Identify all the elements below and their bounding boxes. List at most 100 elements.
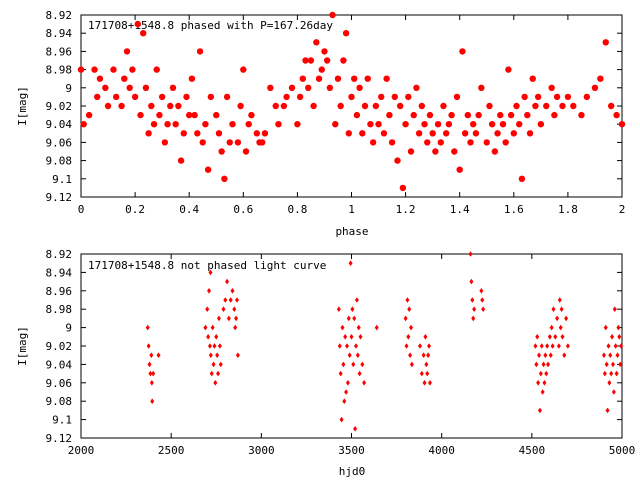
phased-data-point — [521, 93, 528, 101]
unphased-data-point — [355, 352, 360, 358]
phased-data-point — [283, 93, 290, 101]
unphased-y-tick-label: 8.94 — [46, 266, 73, 279]
phased-data-point — [548, 84, 555, 92]
phased-data-point — [375, 121, 382, 128]
phased-data-point — [158, 93, 166, 101]
unphased-data-point — [409, 324, 414, 331]
phased-data-point — [486, 102, 493, 110]
unphased-data-point — [549, 324, 554, 331]
phased-data-point — [148, 102, 155, 110]
unphased-data-point — [610, 361, 615, 368]
unphased-data-point — [221, 306, 226, 312]
phased-data-point — [361, 102, 369, 110]
phased-data-point — [207, 93, 215, 101]
unphased-y-axis-label: I[mag] — [16, 326, 29, 366]
phased-data-point — [380, 130, 388, 137]
phased-data-point — [410, 111, 417, 119]
phased-data-point — [334, 75, 342, 82]
phased-data-point — [478, 84, 485, 92]
phased-y-tick-label: 9.04 — [46, 118, 73, 131]
unphased-data-point — [617, 334, 622, 340]
unphased-data-point — [550, 343, 555, 349]
phased-data-point — [461, 130, 469, 137]
phased-data-point — [426, 111, 434, 119]
unphased-y-tick-label: 8.96 — [46, 285, 73, 298]
phased-data-point — [437, 139, 444, 146]
phased-data-point — [134, 20, 142, 28]
unphased-y-tick-label: 8.92 — [46, 248, 73, 261]
phased-data-point — [618, 121, 626, 128]
phased-data-point — [578, 111, 585, 119]
unphased-y-tick-label: 9.06 — [46, 377, 73, 390]
unphased-data-point — [337, 343, 342, 349]
phased-data-point — [186, 111, 193, 119]
unphased-data-point — [405, 297, 410, 303]
phased-data-point — [196, 48, 204, 55]
unphased-data-point — [547, 334, 552, 340]
phased-data-point — [415, 130, 423, 137]
unphased-data-point — [357, 370, 362, 377]
phased-data-point — [356, 84, 363, 92]
unphased-x-tick-label: 3000 — [248, 444, 275, 457]
phased-data-point — [164, 121, 171, 128]
unphased-data-point — [232, 306, 237, 312]
phased-data-point — [464, 111, 472, 119]
unphased-data-point — [145, 324, 150, 331]
unphased-data-point — [565, 343, 570, 349]
unphased-data-point — [205, 306, 210, 312]
phased-data-point — [559, 102, 566, 110]
unphased-data-point — [341, 361, 346, 368]
phased-data-point — [177, 157, 185, 164]
phased-data-point — [391, 93, 398, 101]
phased-data-point — [191, 111, 198, 119]
phased-data-point — [153, 66, 160, 73]
unphased-data-point — [207, 343, 212, 349]
unphased-data-point — [213, 380, 218, 386]
phased-data-point — [348, 93, 355, 101]
phased-data-point — [407, 148, 415, 155]
unphased-data-point — [539, 343, 544, 349]
phased-data-point — [551, 111, 558, 119]
unphased-data-point — [613, 343, 618, 349]
phased-data-point — [413, 84, 420, 92]
unphased-data-point — [424, 361, 429, 368]
phased-data-point — [510, 130, 517, 137]
phased-data-point — [488, 121, 496, 128]
phased-data-point — [570, 102, 577, 110]
unphased-data-point — [534, 361, 539, 368]
unphased-data-point — [208, 352, 213, 358]
unphased-data-point — [408, 352, 413, 358]
phased-data-point — [459, 48, 466, 55]
unphased-data-point — [556, 343, 561, 349]
phased-data-point — [396, 102, 404, 110]
unphased-data-point — [403, 315, 408, 322]
phased-data-point — [218, 148, 225, 155]
unphased-data-point — [215, 352, 220, 358]
unphased-data-point — [469, 278, 474, 285]
unphased-data-point — [356, 324, 361, 331]
unphased-data-point — [606, 343, 611, 349]
phased-x-tick-label: 2 — [619, 203, 626, 216]
unphased-data-point — [479, 288, 484, 294]
unphased-data-point — [150, 398, 155, 404]
phased-data-points — [77, 11, 626, 192]
unphased-x-tick-label: 5000 — [609, 444, 636, 457]
phased-data-point — [448, 111, 455, 119]
phased-data-point — [424, 139, 431, 146]
phased-data-point — [386, 111, 393, 119]
unphased-data-point — [471, 315, 476, 322]
unphased-data-point — [542, 380, 547, 386]
unphased-data-point — [470, 297, 475, 303]
phased-data-point — [194, 130, 201, 137]
phased-data-point — [359, 130, 366, 137]
phased-data-point — [167, 102, 174, 110]
unphased-x-tick-label: 2000 — [68, 444, 95, 457]
unphased-data-point — [423, 334, 428, 340]
phased-data-point — [483, 139, 490, 146]
unphased-data-point — [352, 315, 357, 322]
unphased-data-point — [149, 352, 154, 358]
phased-data-point — [434, 121, 442, 128]
phased-data-point — [261, 130, 269, 137]
unphased-data-point — [536, 380, 541, 386]
phased-data-point — [172, 121, 179, 128]
